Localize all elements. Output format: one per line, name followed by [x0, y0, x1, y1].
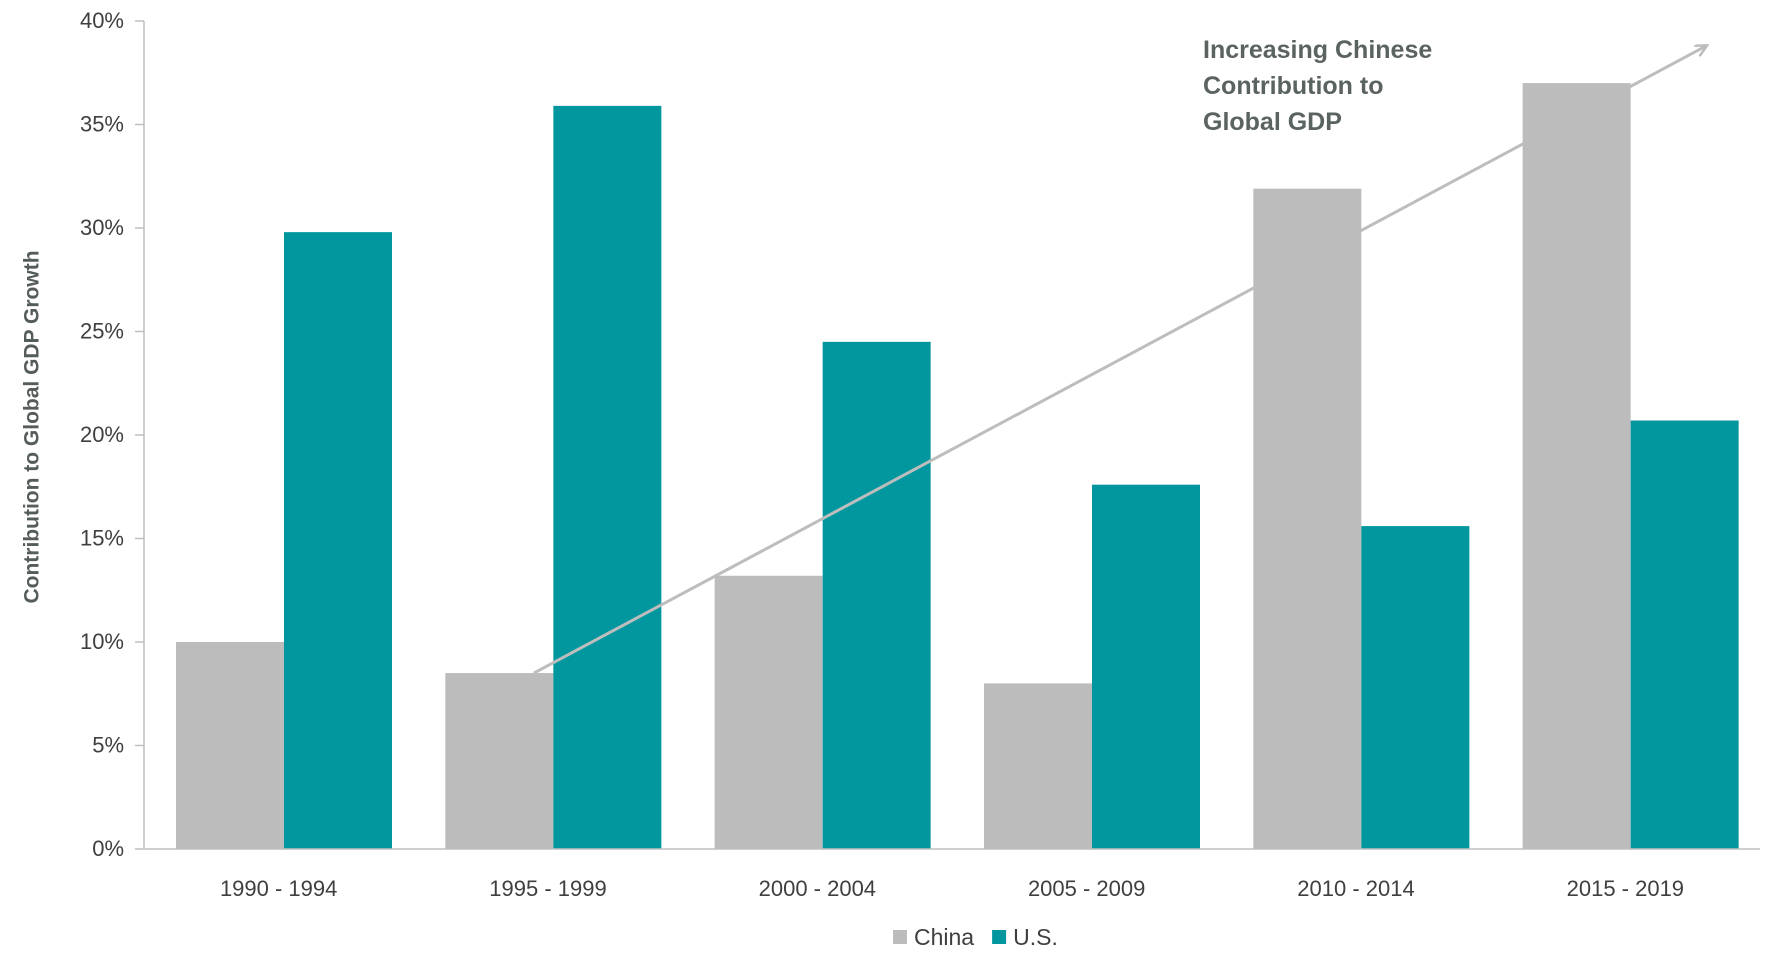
legend-label: U.S.	[1013, 924, 1058, 950]
x-axis-ticks: 1990 - 1994 1995 - 1999 2000 - 2004 2005 - …	[220, 876, 1684, 901]
legend-label: China	[914, 924, 974, 950]
y-tick-label: 10%	[80, 629, 124, 654]
annotation-line-3: Global GDP	[1203, 108, 1342, 136]
y-tick-label: 40%	[80, 8, 124, 33]
x-tick-label: 2000 - 2004	[759, 876, 876, 901]
x-tick-label: 2015 - 2019	[1567, 876, 1684, 901]
bar-u-s-6	[1630, 420, 1739, 849]
bar-china-3	[714, 575, 823, 849]
x-tick-label: 2005 - 2009	[1028, 876, 1145, 901]
y-axis-ticks: 0% 5% 10% 15% 20% 25% 30% 35% 40%	[80, 8, 144, 861]
y-tick-label: 35%	[80, 111, 124, 136]
bar-china-5	[1253, 188, 1362, 850]
y-axis-title: Contribution to Global GDP Growth	[21, 250, 44, 603]
x-tick-label: 1995 - 1999	[489, 876, 606, 901]
y-tick-label: 0%	[92, 836, 124, 861]
y-tick-label: 30%	[80, 215, 124, 240]
bar-u-s-1	[284, 232, 392, 849]
legend-swatch	[893, 930, 907, 944]
annotation-line-1: Increasing Chinese	[1203, 36, 1432, 64]
bars	[176, 83, 1739, 850]
y-tick-label: 15%	[80, 525, 124, 550]
bar-china-2	[445, 673, 554, 849]
legend: China U.S.	[893, 924, 1058, 950]
bar-china-1	[176, 642, 284, 849]
y-tick-label: 25%	[80, 318, 124, 343]
bar-china-4	[984, 683, 1092, 849]
bar-u-s-4	[1092, 484, 1200, 849]
bar-u-s-3	[822, 341, 931, 849]
y-tick-label: 20%	[80, 422, 124, 447]
x-tick-label: 1990 - 1994	[220, 876, 337, 901]
legend-swatch	[992, 930, 1007, 944]
bar-u-s-5	[1361, 526, 1470, 849]
trend-arrow	[533, 46, 1706, 675]
bar-u-s-2	[553, 105, 662, 850]
annotation-line-2: Contribution to	[1203, 72, 1384, 100]
bar-china-6	[1522, 83, 1631, 850]
annotation: Increasing Chinese Contribution to Globa…	[1203, 36, 1432, 136]
x-tick-label: 2010 - 2014	[1297, 876, 1414, 901]
y-axis-title-group: Contribution to Global GDP Growth	[21, 250, 44, 603]
y-tick-label: 5%	[92, 732, 124, 757]
